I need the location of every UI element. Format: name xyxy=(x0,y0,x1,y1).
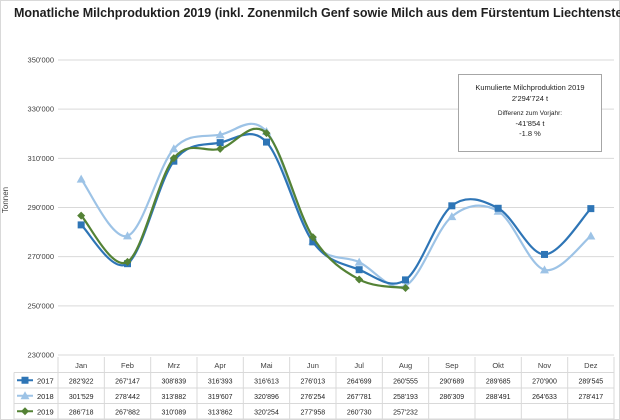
table-cell-2018: 319'607 xyxy=(208,394,233,401)
info-heading: Kumulierte Milchproduktion 2019 xyxy=(475,83,585,92)
table-cell-2017: 267'147 xyxy=(115,378,140,385)
data-point-2018 xyxy=(169,144,179,153)
y-tick-label: 290'000 xyxy=(28,203,54,212)
x-category-label: Nov xyxy=(538,361,552,370)
table-cell-2017: 276'013 xyxy=(300,378,325,385)
x-category-label: Aug xyxy=(399,361,412,370)
table-cell-2019: 310'089 xyxy=(161,409,186,416)
y-tick-label: 230'000 xyxy=(28,351,54,360)
data-point-2019 xyxy=(262,129,271,138)
data-point-2018 xyxy=(354,257,364,266)
data-point-2017 xyxy=(77,221,85,229)
x-category-label: Sep xyxy=(445,361,458,370)
data-point-2017 xyxy=(309,238,317,246)
table-cell-2018: 264'633 xyxy=(532,394,557,401)
legend-label: 2017 xyxy=(37,376,54,385)
table-cell-2019: 286'718 xyxy=(69,409,94,416)
table-cell-2018: 288'491 xyxy=(486,394,511,401)
data-point-2018 xyxy=(586,231,596,240)
table-cell-2018: 313'882 xyxy=(161,394,186,401)
table-cell-2017: 316'393 xyxy=(208,378,233,385)
data-point-2018 xyxy=(215,130,225,139)
data-point-2017 xyxy=(263,138,270,146)
data-point-2019 xyxy=(355,275,364,284)
table-cell-2019: 277'958 xyxy=(300,409,325,416)
data-point-2019 xyxy=(216,144,225,153)
table-cell-2017: 264'699 xyxy=(347,378,372,385)
table-cell-2017: 290'689 xyxy=(439,378,464,385)
x-category-label: Jun xyxy=(307,361,319,370)
y-axis-label: Tonnen xyxy=(1,187,10,213)
table-cell-2018: 301'529 xyxy=(69,394,94,401)
table-cell-2017: 308'839 xyxy=(161,378,186,385)
x-category-label: Mrz xyxy=(168,361,181,370)
legend-marker-2019 xyxy=(21,407,29,416)
data-point-2019 xyxy=(77,211,86,220)
data-point-2017 xyxy=(587,205,595,213)
y-tick-label: 250'000 xyxy=(28,301,54,310)
info-diff-pct: -1.8 % xyxy=(519,129,541,138)
data-point-2018 xyxy=(76,174,86,183)
table-cell-2018: 320'896 xyxy=(254,394,279,401)
info-diff-abs: -41'854 t xyxy=(515,119,545,128)
legend-marker-2018 xyxy=(20,391,30,400)
table-cell-2017: 289'545 xyxy=(578,378,603,385)
data-point-2018 xyxy=(540,265,549,274)
data-point-2017 xyxy=(541,250,548,258)
table-cell-2019: 267'882 xyxy=(115,409,140,416)
x-category-label: Dez xyxy=(584,361,598,370)
data-point-2017 xyxy=(448,202,456,210)
table-cell-2018: 276'254 xyxy=(300,394,325,401)
table-cell-2019: 313'862 xyxy=(208,409,233,416)
table-cell-2017: 316'613 xyxy=(254,378,279,385)
data-point-2017 xyxy=(494,204,502,212)
table-cell-2017: 289'685 xyxy=(486,378,511,385)
info-total: 2'294'724 t xyxy=(511,94,549,103)
y-tick-label: 330'000 xyxy=(28,105,54,114)
data-point-2019 xyxy=(401,284,410,293)
data-point-2019 xyxy=(308,233,317,242)
table-cell-2018: 278'417 xyxy=(578,394,603,401)
data-point-2018 xyxy=(123,231,132,240)
data-point-2017 xyxy=(402,276,409,284)
legend-label: 2019 xyxy=(37,407,54,416)
data-point-2019 xyxy=(123,257,132,266)
table-cell-2018: 267'781 xyxy=(347,394,372,401)
table-cell-2017: 282'922 xyxy=(69,378,94,385)
x-category-label: Feb xyxy=(121,361,134,370)
table-cell-2017: 260'555 xyxy=(393,378,418,385)
series-line-2017 xyxy=(80,133,592,285)
x-category-label: Apr xyxy=(214,361,226,370)
data-point-2017 xyxy=(216,139,224,147)
x-category-label: Jul xyxy=(354,361,364,370)
y-tick-label: 350'000 xyxy=(28,56,54,65)
table-cell-2018: 258'193 xyxy=(393,394,418,401)
legend-marker-2017 xyxy=(21,376,29,384)
data-point-2018 xyxy=(447,212,457,221)
data-point-2019 xyxy=(169,154,178,163)
x-category-label: Jan xyxy=(75,361,87,370)
x-category-label: Mai xyxy=(260,361,272,370)
table-cell-2018: 286'309 xyxy=(439,394,464,401)
y-tick-label: 270'000 xyxy=(28,252,54,261)
cumulative-info-box: Kumulierte Milchproduktion 2019 2'294'72… xyxy=(458,74,602,152)
chart-title: Monatliche Milchproduktion 2019 (inkl. Z… xyxy=(14,6,620,20)
x-category-label: Okt xyxy=(492,361,505,370)
info-diff-label: Differenz zum Vorjahr: xyxy=(497,110,563,117)
data-point-2017 xyxy=(355,266,363,274)
table-cell-2017: 270'900 xyxy=(532,378,557,385)
legend-label: 2018 xyxy=(37,392,54,401)
y-tick-label: 310'000 xyxy=(28,154,54,163)
table-cell-2019: 320'254 xyxy=(254,409,279,416)
table-cell-2019: 260'730 xyxy=(347,409,372,416)
table-cell-2019: 257'232 xyxy=(393,409,418,416)
table-cell-2018: 278'442 xyxy=(115,394,140,401)
